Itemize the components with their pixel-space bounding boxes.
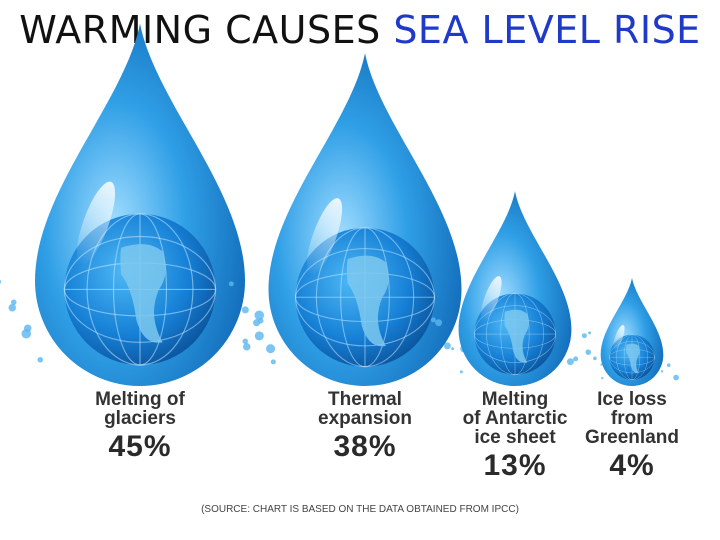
continent-shape xyxy=(626,343,640,374)
continent-shape xyxy=(120,244,166,343)
category-label-3: Melting of Antarctic ice sheet xyxy=(450,390,580,447)
category-label-line: Greenland xyxy=(585,427,679,448)
drop-mark-2 xyxy=(228,53,510,387)
category-label-2: Thermal expansion xyxy=(290,390,440,428)
continent-shape xyxy=(504,309,529,363)
drop-mark-3 xyxy=(430,191,592,386)
value-label-1: 45% xyxy=(108,430,172,463)
drop-shine xyxy=(480,276,502,321)
drop-mark-4 xyxy=(585,277,679,386)
title-prefix: WARMING CAUSES xyxy=(19,8,394,52)
continent-shape xyxy=(346,255,389,347)
value-label-4: 4% xyxy=(609,449,655,482)
value-label-3: 13% xyxy=(483,449,547,482)
drop-shine xyxy=(76,181,116,265)
source-note: (SOURCE: CHART IS BASED ON THE DATA OBTA… xyxy=(201,504,519,515)
category-label-4: Ice loss from Greenland xyxy=(567,390,697,447)
drops-layer xyxy=(0,23,679,387)
category-label-line: of Antarctic xyxy=(462,408,568,429)
category-label-line: expansion xyxy=(318,408,412,429)
category-label-line: Melting of xyxy=(95,389,185,410)
drop-shine xyxy=(613,325,625,350)
drop-mark-1 xyxy=(0,23,293,386)
page-title: WARMING CAUSES SEA LEVEL RISE xyxy=(0,8,720,52)
splash-icon xyxy=(430,317,592,374)
category-label-line: Thermal xyxy=(328,389,402,410)
category-label-1: Melting of glaciers xyxy=(65,390,215,428)
category-label-line: from xyxy=(610,408,654,429)
drop-shine xyxy=(306,198,343,275)
category-label-line: ice sheet xyxy=(474,427,556,448)
category-label-line: Ice loss xyxy=(597,389,667,410)
splash-icon xyxy=(585,349,679,381)
title-accent: SEA LEVEL RISE xyxy=(393,8,701,52)
category-label-line: glaciers xyxy=(104,408,176,429)
value-label-2: 38% xyxy=(333,430,397,463)
category-label-line: Melting xyxy=(481,389,549,410)
